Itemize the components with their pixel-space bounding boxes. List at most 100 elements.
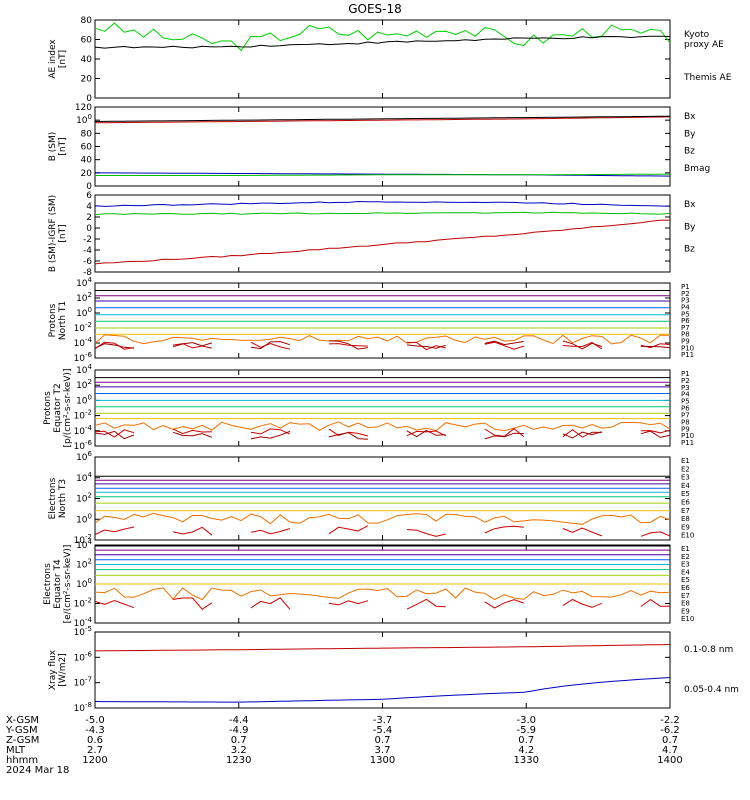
legend-item: P5 — [681, 398, 690, 406]
series-line — [328, 340, 368, 350]
legend-item: P10 — [681, 432, 694, 440]
series-line — [640, 429, 671, 434]
y-axis-label: [nT] — [58, 224, 68, 242]
y-tick-label: 20 — [81, 75, 93, 85]
y-axis-label: Xray flux — [48, 649, 58, 690]
series-line — [484, 599, 524, 609]
legend-item: E6 — [681, 584, 690, 592]
series-line — [94, 115, 671, 122]
legend-item: P2 — [681, 290, 690, 298]
y-tick-label: 100 — [76, 577, 92, 590]
bottom-value: -4.9 — [229, 725, 249, 736]
y-axis-label: [nT] — [58, 137, 68, 155]
y-tick-label: 10-4 — [74, 424, 93, 437]
bottom-row-label: hhmm — [6, 755, 38, 766]
series-line — [94, 421, 671, 432]
series-line — [640, 345, 671, 349]
series-line — [328, 432, 368, 440]
series-line — [562, 431, 602, 439]
y-tick-label: 80 — [81, 129, 93, 139]
panel-frame — [94, 282, 671, 359]
legend-item: Bmag — [684, 164, 710, 174]
series-line — [484, 428, 525, 437]
series-line — [94, 22, 671, 52]
series-line — [94, 429, 135, 438]
y-tick-label: 104 — [76, 471, 92, 484]
legend-item: Themis AE — [683, 73, 732, 83]
legend-item: E8 — [681, 515, 690, 523]
y-tick-label: -6 — [83, 257, 92, 267]
y-tick-label: 10-7 — [74, 676, 92, 689]
bottom-value: 1300 — [370, 755, 395, 766]
series-line — [250, 597, 291, 610]
bottom-value: -3.7 — [373, 715, 393, 726]
panel-frame — [94, 631, 671, 709]
series-group — [94, 644, 671, 703]
series-line — [562, 598, 602, 608]
bottom-value: -4.3 — [85, 725, 105, 736]
y-tick-label: 120 — [75, 103, 92, 113]
series-line — [94, 116, 671, 124]
y-tick-label: 60 — [81, 143, 93, 153]
panel-xray: 10-8 10-7 10-6 10-5 Xray flux [W/m2] 0.1-0.8 n… — [48, 625, 739, 714]
bottom-value: -6.2 — [660, 725, 680, 736]
bottom-value: 1230 — [226, 755, 251, 766]
y-tick-label: 100 — [76, 306, 92, 319]
bottom-value: 4.7 — [662, 745, 678, 756]
series-line — [250, 341, 291, 350]
legend-item: E7 — [681, 592, 690, 600]
series-line — [484, 432, 524, 440]
y-tick-label: 10-2 — [74, 409, 92, 422]
series-line — [94, 35, 671, 49]
bottom-value: -5.4 — [373, 725, 393, 736]
legend-item: By — [684, 222, 696, 232]
series-line — [250, 528, 291, 535]
y-tick-label: 102 — [76, 558, 92, 571]
legend-item: Bz — [684, 245, 695, 255]
legend: 0.1-0.8 nm 0.05-0.4 nm — [684, 645, 739, 695]
y-tick-label: 100 — [76, 113, 92, 126]
panel-frame — [94, 19, 671, 99]
legend-item: P11 — [681, 351, 694, 359]
y-axis-label: B (SM)-IGRF (SM) — [48, 195, 58, 272]
legend-item: P2 — [681, 377, 690, 385]
legend-item: P11 — [681, 439, 694, 447]
series-group — [94, 475, 671, 537]
series-line — [640, 598, 671, 607]
bottom-value: -5.0 — [85, 715, 105, 726]
y-tick-label: 0 — [86, 224, 92, 234]
legend-item: E9 — [681, 607, 690, 615]
y-tick-label: 20 — [81, 169, 93, 179]
y-tick-label: 10-8 — [74, 701, 92, 714]
legend-item: E10 — [681, 615, 694, 623]
y-tick-label: -2 — [83, 235, 92, 245]
y-axis-label: [nT] — [58, 50, 68, 68]
series-line — [640, 531, 671, 537]
y-tick-label: 80 — [81, 16, 93, 26]
series-group — [94, 545, 671, 610]
bottom-row-label: Z-GSM — [6, 735, 39, 746]
legend: Bx By Bz — [684, 200, 696, 255]
series-line — [250, 341, 291, 350]
series-line — [406, 341, 446, 351]
bottom-value: 1200 — [82, 755, 107, 766]
series-line — [484, 340, 524, 346]
bottom-value: 0.7 — [231, 735, 247, 746]
series-line — [94, 526, 135, 535]
series-line — [406, 529, 446, 537]
legend-item: 0.1-0.8 nm — [684, 645, 733, 655]
series-line — [94, 512, 671, 525]
panel-pn: 10-6 10-4 10-2 100 102 104 Protons North T1 P1P2… — [48, 276, 694, 364]
series-line — [94, 200, 671, 207]
y-tick-label: 104 — [76, 276, 92, 289]
bottom-row-label: 2024 Mar 18 — [6, 765, 69, 776]
bottom-row-label: X-GSM — [6, 715, 39, 726]
legend-item: E5 — [681, 576, 690, 584]
series-line — [94, 644, 671, 652]
y-tick-label: 10-6 — [74, 439, 93, 452]
y-tick-label: 40 — [81, 55, 93, 65]
